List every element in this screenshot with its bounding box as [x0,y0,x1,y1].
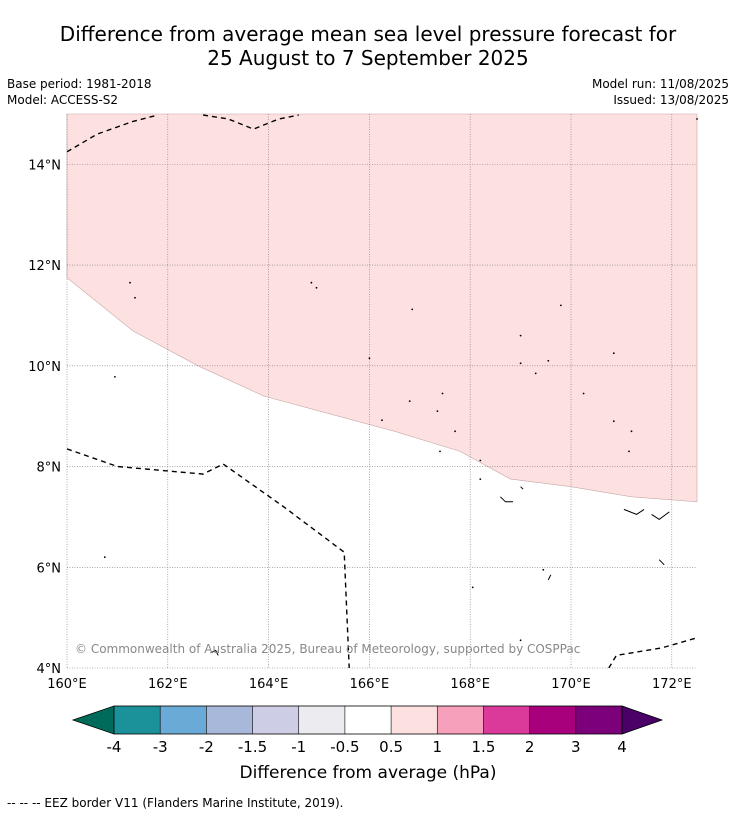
island-marker [519,362,522,365]
map-plot-area: 160°E 162°E 164°E 166°E 168°E 170°E 172°E 4°N 6°… [28,113,698,692]
meta-right: Model run: 11/08/2025 Issued: 13/08/2025 [592,76,729,108]
colorbar-label: Difference from average (hPa) [240,763,497,783]
island-marker [534,372,537,375]
lat-tick-label: 4°N [37,662,62,677]
lon-tick-label: 166°E [350,677,390,692]
meta-left: Base period: 1981-2018 Model: ACCESS-S2 [7,76,152,108]
colorbar-segment [391,706,438,734]
title-line-1: Difference from average mean sea level p… [59,22,677,46]
colorbar-tick-label: -1 [291,738,306,756]
island-coastline [500,496,513,503]
island-coastline [658,559,665,566]
colorbar-tick-label: 4 [617,738,627,756]
colorbar-tick-label: 0.5 [379,738,403,756]
island-marker [630,430,633,433]
lon-tick-label: 170°E [551,677,591,692]
island-marker [408,400,411,402]
island-marker [519,334,522,337]
island-marker [479,459,482,462]
lon-tick-label: 164°E [249,677,289,692]
island-coastline [547,574,552,581]
colorbar-tick-label: -2 [199,738,214,756]
colorbar-tick-label: -4 [107,738,122,756]
island-marker [612,420,615,423]
colorbar-segment [483,706,530,734]
island-marker [114,376,116,378]
colorbar-segment [529,706,576,734]
island-marker [471,586,474,589]
colorbar-tick-label: 1.5 [472,738,496,756]
island-marker [439,450,441,453]
island-marker [310,281,313,284]
lat-tick-label: 6°N [37,561,62,576]
colorbar-segment [206,706,253,734]
island-marker [134,296,136,299]
eez-borders [67,114,697,668]
colorbar-segment [437,706,484,734]
island-marker [436,410,439,412]
colorbar-extend-high [621,705,664,735]
island-marker [368,357,371,360]
island-marker [560,304,562,307]
issued-date: Issued: 13/08/2025 [613,93,729,107]
map-title: Difference from average mean sea level p… [0,22,736,70]
island-marker [628,450,630,453]
colorbar-segment [575,706,622,734]
eez-footnote: -- -- -- EEZ border V11 (Flanders Marine… [7,796,344,810]
lon-tick-label: 168°E [450,677,490,692]
eez-border-line [608,637,697,668]
island-marker [315,286,318,289]
lat-tick-label: 14°N [28,158,61,173]
island-marker [542,568,545,571]
island-marker [547,359,550,362]
island-marker [103,556,106,559]
model-name: Model: ACCESS-S2 [7,93,119,107]
eez-border-line [67,114,158,153]
colorbar-tick-label: -0.5 [330,738,359,756]
colorbar: -4 -3 -2 -1.5 -1 -0.5 0.5 1 1.5 2 3 4 Difference fro… [71,705,664,783]
island-marker [411,308,414,311]
island-marker [519,639,522,642]
positive-anomaly-region [66,113,698,503]
colorbar-tick-label: -3 [153,738,168,756]
base-period: Base period: 1981-2018 [7,77,152,91]
island-marker [381,419,383,422]
colorbar-tick-label: 3 [571,738,581,756]
lon-tick-label: 162°E [148,677,188,692]
colorbar-segment [252,706,299,734]
island-marker [479,478,482,480]
copyright-notice: © Commonwealth of Australia 2025, Bureau… [75,642,580,656]
lon-tick-label: 172°E [652,677,692,692]
colorbar-extend-low [71,705,115,735]
lat-tick-label: 10°N [28,360,61,375]
island-marker [129,281,131,284]
title-line-2: 25 August to 7 September 2025 [207,46,529,70]
eez-border-line [67,448,350,668]
colorbar-tick-label: -1.5 [238,738,267,756]
colorbar-tick-label: 2 [525,738,535,756]
colorbar-segment [344,706,392,734]
island-marker [612,352,615,355]
island-coastline [210,649,219,656]
lat-tick-label: 12°N [28,259,61,274]
colorbar-segment [160,706,207,734]
colorbar-frame [113,705,623,735]
island-coastline [623,508,645,515]
model-run: Model run: 11/08/2025 [591,77,729,91]
island-coastline [651,511,670,521]
lon-tick-label: 160°E [47,677,87,692]
colorbar-segment [298,706,345,734]
island-coastline [520,486,524,490]
island-marker [441,392,444,395]
island-marker [454,430,456,433]
island-marker [696,118,698,120]
colorbar-segment [114,706,161,734]
island-marker [582,392,585,395]
colorbar-tick-label: 1 [432,738,442,756]
lat-tick-label: 8°N [37,461,62,476]
